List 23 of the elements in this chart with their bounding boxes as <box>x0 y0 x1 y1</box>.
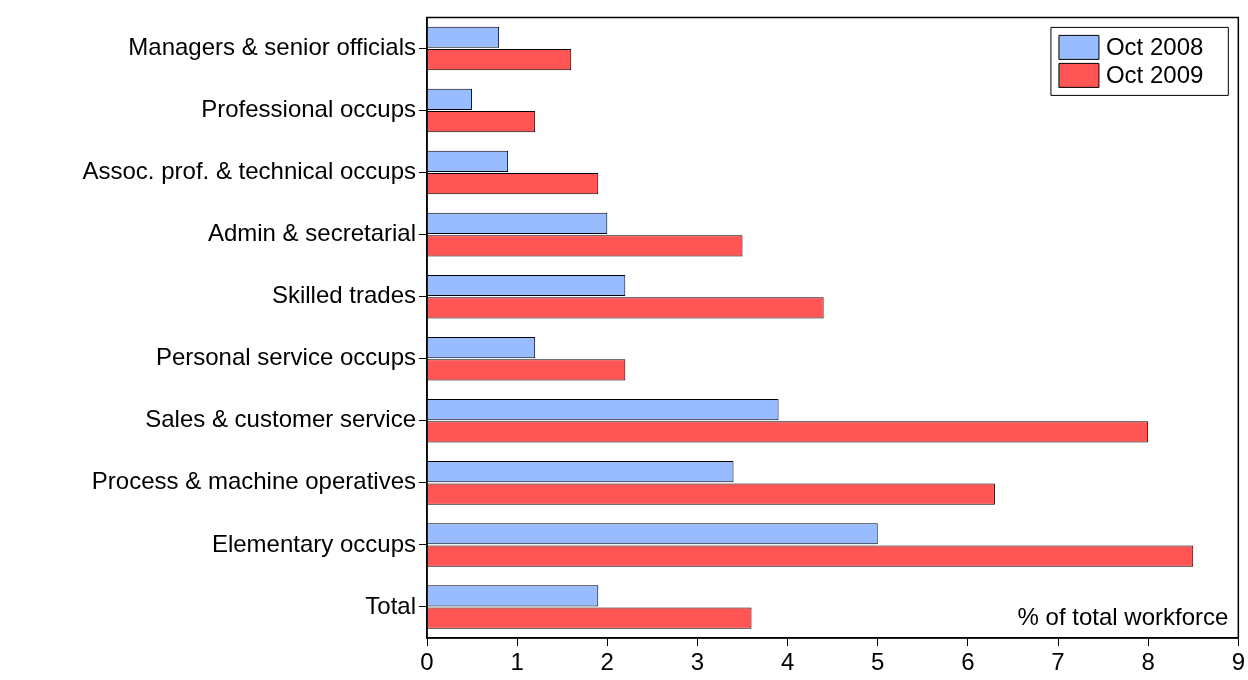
x-tick-label: 3 <box>690 648 705 676</box>
y-tick-label: Assoc. prof. & technical occups <box>82 157 416 185</box>
x-tick-label: 1 <box>510 648 524 676</box>
y-tick-label: Elementary occups <box>211 529 416 557</box>
legend-label: Oct 2008 <box>1105 33 1204 61</box>
y-tick-label: Total <box>365 591 416 619</box>
legend-label: Oct 2009 <box>1105 61 1204 89</box>
y-tick-label: Personal service occups <box>155 343 416 371</box>
annotation: % of total workforce <box>1017 602 1229 630</box>
y-tick-label: Professional occups <box>201 95 416 123</box>
x-tick-label: 5 <box>871 648 885 676</box>
x-tick-label: 6 <box>961 648 975 676</box>
x-tick-label: 8 <box>1141 648 1155 676</box>
y-tick-label: Skilled trades <box>271 281 416 309</box>
x-tick-label: 0 <box>420 648 434 676</box>
y-tick-label: Process & machine operatives <box>91 467 416 495</box>
y-tick-label: Sales & customer service <box>145 405 416 433</box>
y-tick-label: Managers & senior officials <box>128 33 416 61</box>
y-tick-label: Admin & secretarial <box>207 219 416 247</box>
x-tick-label: 2 <box>600 648 614 676</box>
x-tick-label: 7 <box>1051 648 1065 676</box>
x-tick-label: 9 <box>1231 648 1246 676</box>
x-tick-label: 4 <box>780 648 795 676</box>
